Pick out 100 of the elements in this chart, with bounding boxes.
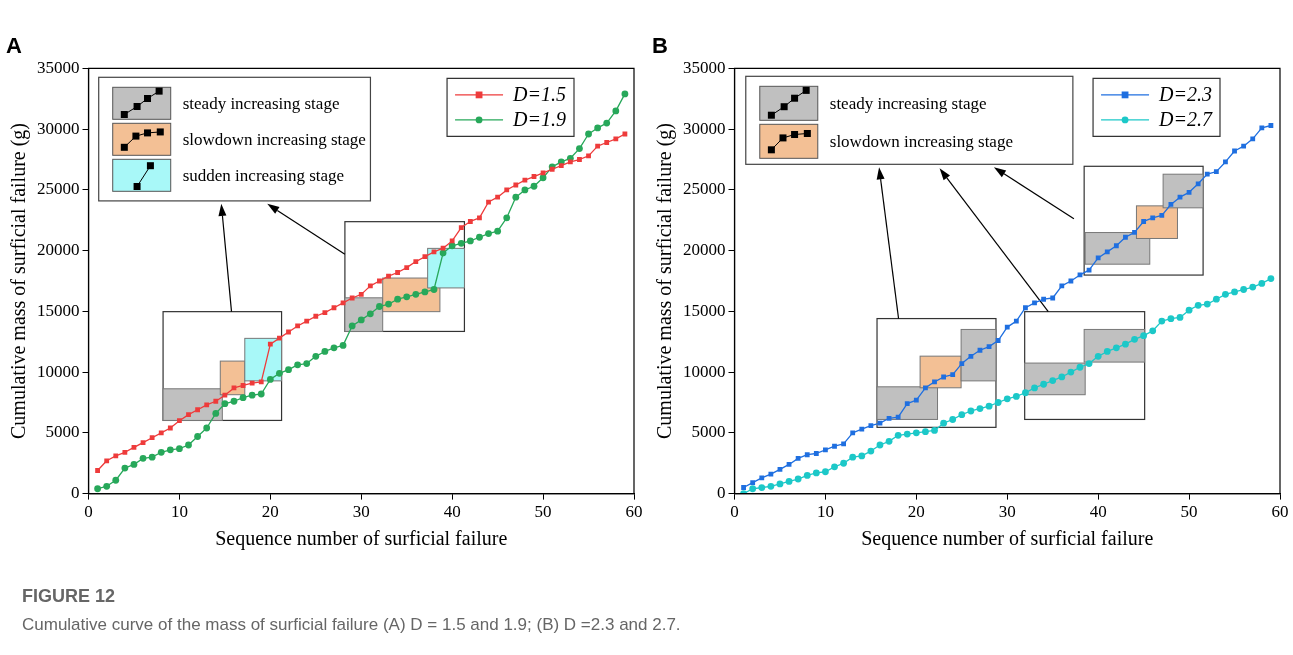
point <box>357 316 365 324</box>
point <box>950 372 956 377</box>
point <box>230 397 238 405</box>
point <box>1085 360 1093 368</box>
point <box>741 485 746 490</box>
point <box>176 445 183 453</box>
point <box>558 163 564 168</box>
point <box>922 428 929 436</box>
annotation: steady increasing stage <box>182 94 340 114</box>
point <box>586 153 591 159</box>
y-tick-label: 35000 <box>683 57 726 77</box>
point <box>186 412 191 418</box>
x-tick-label: 60 <box>1271 502 1289 522</box>
point <box>258 379 264 385</box>
point <box>967 407 975 415</box>
point <box>522 177 528 183</box>
annotation: steady increasing stage <box>829 94 987 114</box>
y-tick-label: 35000 <box>37 57 80 77</box>
point <box>750 480 756 486</box>
legend-label: D=1.5 <box>512 83 567 106</box>
point <box>1059 283 1065 289</box>
point <box>1031 384 1038 392</box>
point <box>1267 275 1275 282</box>
y-tick-label: 15000 <box>37 300 80 320</box>
point <box>448 242 456 250</box>
point <box>1103 348 1111 355</box>
point <box>822 468 829 476</box>
point <box>277 335 282 341</box>
point <box>339 341 347 349</box>
point <box>521 186 529 194</box>
annotation: slowdown increasing stage <box>182 130 366 150</box>
point <box>812 469 820 477</box>
point <box>603 119 611 127</box>
point <box>294 361 302 369</box>
point <box>104 458 110 464</box>
x-tick-label: 0 <box>84 502 93 522</box>
point <box>185 441 192 449</box>
point <box>959 361 965 367</box>
x-tick-label: 30 <box>998 502 1016 522</box>
point <box>476 233 483 241</box>
point <box>585 130 592 138</box>
point <box>903 430 911 438</box>
point <box>1212 295 1220 303</box>
point <box>759 475 765 481</box>
point <box>849 453 857 461</box>
x-tick-label: 0 <box>730 502 739 522</box>
point <box>149 435 155 441</box>
point <box>767 482 775 490</box>
point <box>285 366 292 374</box>
point <box>212 410 220 417</box>
point <box>994 399 1002 406</box>
point <box>831 463 838 471</box>
point <box>348 322 356 330</box>
x-tick-label: 50 <box>1180 502 1198 522</box>
point <box>130 461 138 468</box>
point <box>1022 389 1029 397</box>
y-tick-label: 10000 <box>683 361 726 381</box>
point <box>412 290 420 298</box>
point <box>330 344 338 352</box>
point <box>177 418 182 424</box>
text: Cumulative curve of the mass of surficial failure (A) D = 1.5 and 1.9; (B) D =2.3 and 2.7. <box>22 615 681 635</box>
y-tick-label: 15000 <box>683 300 726 320</box>
point <box>266 376 274 383</box>
point <box>385 300 392 308</box>
point <box>485 230 492 238</box>
point <box>894 431 902 439</box>
point <box>768 471 774 477</box>
x-tick-label: 30 <box>352 502 370 522</box>
y-tick-label: 5000 <box>45 422 80 442</box>
chart-title: B <box>652 33 668 59</box>
point <box>867 447 875 455</box>
point <box>968 353 974 359</box>
point <box>1249 283 1257 291</box>
point <box>1040 380 1048 388</box>
point <box>512 193 520 201</box>
point <box>366 310 374 318</box>
point <box>157 448 165 456</box>
point <box>931 427 938 434</box>
point <box>1123 234 1128 240</box>
point <box>850 430 856 436</box>
point <box>539 174 547 182</box>
point <box>813 451 819 456</box>
x-tick-label: 60 <box>625 502 643 522</box>
y-tick-label: 25000 <box>683 179 726 199</box>
point <box>213 398 219 404</box>
point <box>1113 243 1119 249</box>
point <box>594 124 602 132</box>
point <box>404 265 410 271</box>
point <box>1122 340 1129 348</box>
y-tick-label: 30000 <box>683 118 726 138</box>
y-tick-label: 20000 <box>683 240 726 260</box>
point <box>1112 344 1120 352</box>
point <box>859 426 865 432</box>
point <box>276 369 283 377</box>
point <box>194 433 201 440</box>
point <box>1167 315 1175 323</box>
point <box>595 143 601 149</box>
x-tick-label: 50 <box>534 502 552 522</box>
point <box>1258 280 1266 287</box>
y-axis-title: Cumulative mass of surficial failure (g) <box>653 122 677 440</box>
